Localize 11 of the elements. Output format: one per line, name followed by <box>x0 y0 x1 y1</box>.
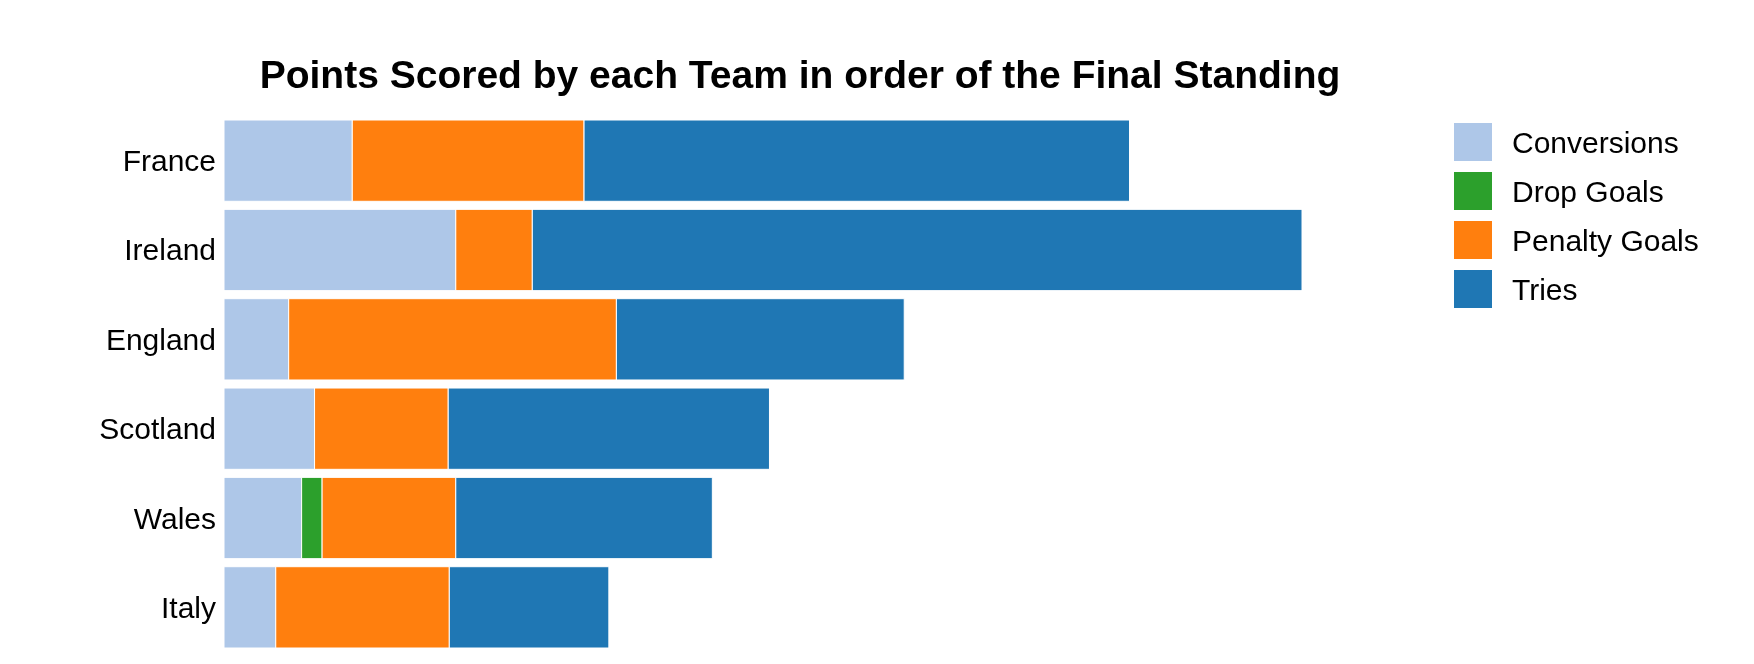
y-tick-label: England <box>105 322 216 356</box>
legend-label: Drop Goals <box>1512 174 1664 208</box>
legend-label: Tries <box>1512 272 1578 306</box>
legend-label: Conversions <box>1512 125 1679 159</box>
y-tick-label: Ireland <box>124 233 216 267</box>
y-tick-label: France <box>122 144 216 178</box>
y-tick-label: Wales <box>133 501 216 535</box>
y-tick-label: Scotland <box>99 412 216 446</box>
y-tick-label: Italy <box>160 590 216 624</box>
chart-title: Points Scored by each Team in order of the Final Standing <box>259 53 1341 96</box>
legend-label: Penalty Goals <box>1512 223 1699 257</box>
